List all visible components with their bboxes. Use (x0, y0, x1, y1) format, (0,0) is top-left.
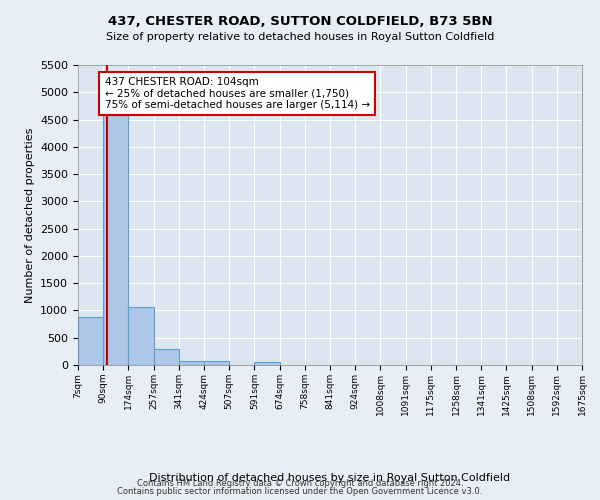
Bar (128, 307, 154, 365)
Bar (103, 115, 128, 365)
Bar (204, 360, 229, 365)
Bar (179, 360, 204, 365)
Bar (154, 349, 179, 365)
Bar (254, 362, 280, 365)
Text: 437, CHESTER ROAD, SUTTON COLDFIELD, B73 5BN: 437, CHESTER ROAD, SUTTON COLDFIELD, B73… (107, 15, 493, 28)
Text: Contains public sector information licensed under the Open Government Licence v3: Contains public sector information licen… (118, 487, 482, 496)
Text: Contains HM Land Registry data © Crown copyright and database right 2024.: Contains HM Land Registry data © Crown c… (137, 478, 463, 488)
Y-axis label: Number of detached properties: Number of detached properties (25, 128, 35, 302)
Text: Size of property relative to detached houses in Royal Sutton Coldfield: Size of property relative to detached ho… (106, 32, 494, 42)
X-axis label: Distribution of detached houses by size in Royal Sutton Coldfield: Distribution of detached houses by size … (149, 473, 511, 483)
Bar (78, 317, 103, 365)
Text: 437 CHESTER ROAD: 104sqm
← 25% of detached houses are smaller (1,750)
75% of sem: 437 CHESTER ROAD: 104sqm ← 25% of detach… (104, 77, 370, 110)
